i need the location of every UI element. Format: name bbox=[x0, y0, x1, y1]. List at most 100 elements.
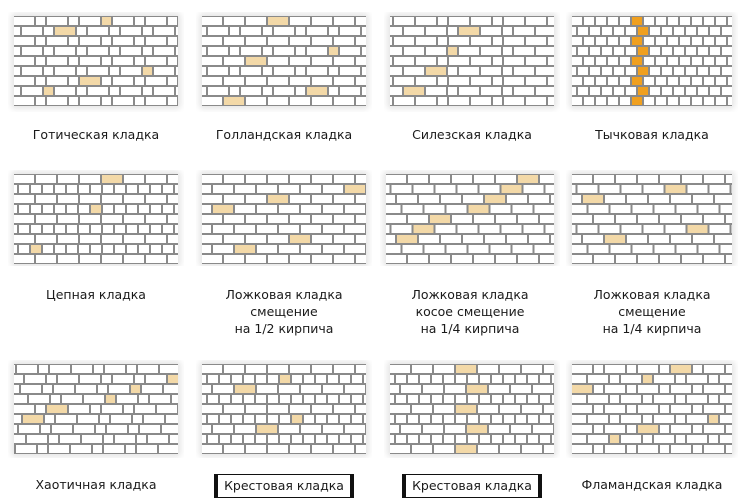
brick bbox=[528, 415, 538, 423]
brick bbox=[540, 375, 550, 383]
brick bbox=[36, 17, 45, 25]
pattern-cross-2 bbox=[387, 361, 557, 457]
brick bbox=[268, 365, 288, 373]
brick bbox=[704, 365, 724, 373]
brick bbox=[334, 77, 354, 85]
brick bbox=[496, 215, 516, 223]
brick bbox=[202, 205, 211, 213]
brick bbox=[434, 365, 454, 373]
brick bbox=[356, 97, 366, 105]
brick bbox=[512, 245, 533, 253]
brick bbox=[644, 37, 654, 45]
brick bbox=[38, 445, 47, 453]
brick bbox=[391, 225, 412, 233]
brick bbox=[468, 245, 489, 253]
brick bbox=[139, 185, 149, 193]
pattern-gothic bbox=[11, 13, 181, 109]
caption-cross-1-text: Крестовая кладка bbox=[214, 474, 354, 498]
brick bbox=[340, 47, 360, 55]
brick bbox=[256, 375, 266, 383]
brick bbox=[91, 185, 101, 193]
brick bbox=[662, 27, 672, 35]
brick bbox=[420, 435, 430, 443]
brick bbox=[168, 195, 178, 203]
brick bbox=[548, 77, 554, 85]
brick bbox=[444, 375, 454, 383]
brick bbox=[671, 235, 691, 243]
brick bbox=[698, 87, 708, 95]
brick bbox=[493, 37, 502, 45]
brick bbox=[459, 47, 479, 55]
brick bbox=[676, 245, 697, 253]
brick bbox=[644, 57, 654, 65]
brick bbox=[316, 375, 326, 383]
brick bbox=[14, 67, 20, 75]
brick bbox=[356, 195, 366, 203]
cell-stretcher-quarter: Ложковая кладка смещение на 1/4 кирпича bbox=[566, 170, 738, 340]
brick bbox=[674, 67, 684, 75]
brick bbox=[468, 415, 478, 423]
brick bbox=[224, 215, 244, 223]
brick bbox=[39, 365, 48, 373]
brick bbox=[438, 37, 447, 45]
brick bbox=[176, 67, 178, 75]
brick bbox=[304, 375, 314, 383]
brick bbox=[16, 445, 36, 453]
brick bbox=[146, 97, 166, 105]
brick bbox=[674, 47, 684, 55]
brick bbox=[43, 245, 53, 253]
brick bbox=[529, 235, 549, 243]
brick bbox=[588, 415, 608, 423]
brick bbox=[356, 175, 366, 183]
brick bbox=[168, 57, 177, 65]
brick bbox=[528, 435, 538, 443]
brick bbox=[704, 175, 724, 183]
brick bbox=[722, 27, 732, 35]
brick bbox=[290, 255, 310, 263]
brick bbox=[643, 185, 664, 193]
brick bbox=[526, 57, 546, 65]
brick bbox=[492, 395, 502, 403]
brick bbox=[500, 405, 520, 413]
brick bbox=[638, 215, 658, 223]
brick bbox=[224, 445, 244, 453]
brick bbox=[19, 205, 29, 213]
brick bbox=[124, 195, 144, 203]
brick bbox=[468, 205, 489, 213]
brick bbox=[522, 405, 542, 413]
brick bbox=[126, 445, 135, 453]
brick bbox=[605, 195, 625, 203]
brick bbox=[364, 395, 366, 403]
brick bbox=[704, 37, 714, 45]
brick bbox=[82, 435, 102, 443]
brick bbox=[121, 67, 141, 75]
brick bbox=[36, 235, 56, 243]
brick bbox=[463, 195, 483, 203]
brick bbox=[55, 47, 75, 55]
brick bbox=[463, 235, 483, 243]
brick bbox=[544, 405, 554, 413]
brick bbox=[424, 205, 445, 213]
brick bbox=[709, 395, 718, 403]
brick bbox=[514, 87, 534, 95]
brick bbox=[572, 47, 576, 55]
brick bbox=[345, 225, 365, 233]
brick bbox=[545, 225, 554, 233]
brick bbox=[364, 375, 366, 383]
brick bbox=[67, 185, 77, 193]
brick bbox=[79, 205, 89, 213]
brick bbox=[14, 27, 20, 35]
brick bbox=[47, 37, 67, 45]
cell-stretcher-skew: Ложковая кладка косое смещение на 1/4 ки… bbox=[380, 170, 560, 340]
brick bbox=[268, 195, 288, 203]
brick bbox=[680, 17, 690, 25]
brick bbox=[650, 87, 660, 95]
brick bbox=[263, 67, 272, 75]
brick bbox=[680, 37, 690, 45]
brick bbox=[160, 365, 178, 373]
brick bbox=[616, 215, 636, 223]
brick bbox=[676, 435, 685, 443]
brick bbox=[572, 435, 586, 443]
brick bbox=[404, 67, 424, 75]
brick bbox=[583, 235, 603, 243]
